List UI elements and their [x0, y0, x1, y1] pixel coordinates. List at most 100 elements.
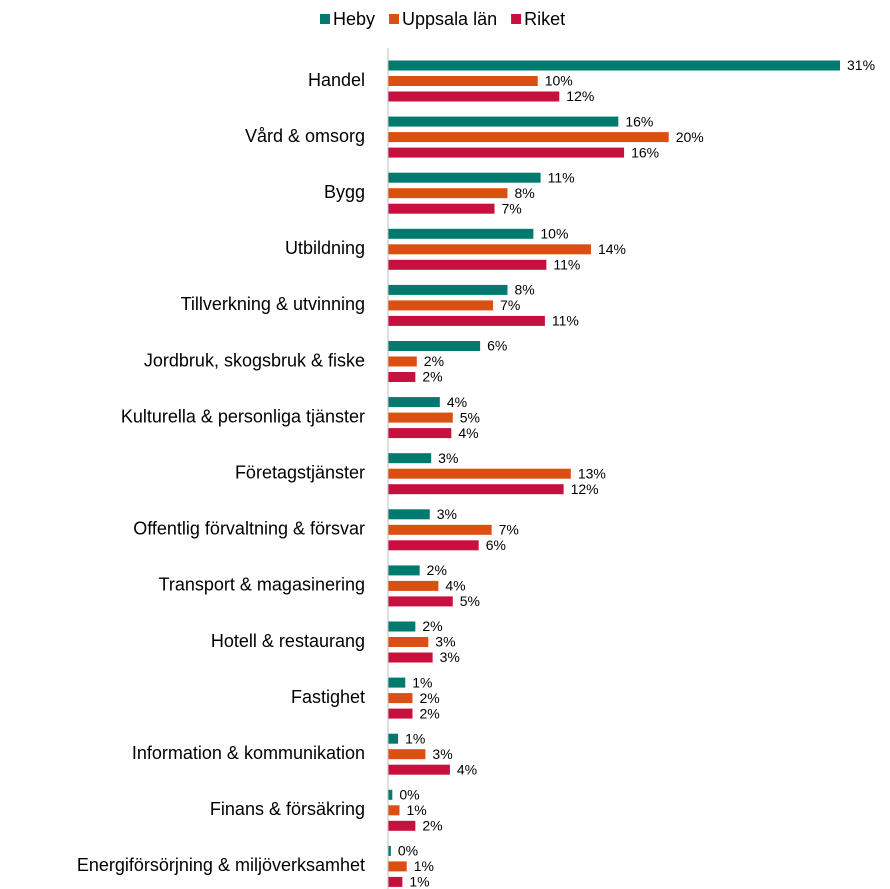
- bar: [388, 132, 669, 143]
- value-label: 2%: [419, 690, 439, 706]
- bar: [388, 244, 591, 255]
- bar: [388, 397, 440, 408]
- category-label: Bygg: [324, 182, 365, 202]
- bar: [388, 60, 840, 71]
- category-label: Energiförsörjning & miljöverksamhet: [77, 855, 365, 875]
- value-label: 8%: [514, 185, 534, 201]
- bar: [388, 789, 393, 800]
- value-label: 2%: [422, 369, 442, 385]
- value-label: 5%: [460, 593, 480, 609]
- bar: [388, 637, 429, 647]
- value-label: 3%: [440, 649, 460, 665]
- category-label: Vård & omsorg: [245, 126, 365, 146]
- value-label: 1%: [405, 730, 425, 746]
- bar: [388, 509, 430, 520]
- bar: [388, 91, 560, 102]
- value-label: 1%: [409, 874, 429, 889]
- value-label: 16%: [631, 144, 659, 160]
- category-label: Kulturella & personliga tjänster: [121, 406, 365, 426]
- category-label: Information & kommunikation: [132, 743, 365, 763]
- bar: [388, 228, 534, 239]
- bar: [388, 565, 420, 576]
- legend-swatch: [320, 14, 330, 24]
- bar: [388, 315, 545, 326]
- bar: [388, 188, 508, 199]
- value-label: 11%: [548, 169, 575, 185]
- bar: [388, 203, 495, 214]
- value-label: 10%: [545, 73, 573, 89]
- value-label: 31%: [847, 57, 875, 73]
- bar: [388, 484, 564, 495]
- value-label: 11%: [553, 257, 580, 273]
- bar: [388, 733, 399, 744]
- category-label: Tillverkning & utvinning: [181, 294, 365, 314]
- bar: [388, 412, 453, 423]
- bar: [388, 259, 547, 270]
- bar: [388, 468, 571, 479]
- legend-label: Uppsala län: [402, 9, 497, 29]
- bar: [388, 580, 439, 591]
- bar: [388, 524, 492, 535]
- legend-swatch: [511, 14, 522, 24]
- value-label: 3%: [437, 506, 457, 522]
- value-label: 0%: [398, 843, 418, 859]
- category-label: Jordbruk, skogsbruk & fiske: [144, 350, 365, 370]
- value-label: 1%: [412, 674, 432, 690]
- value-label: 1%: [414, 858, 434, 874]
- value-label: 7%: [499, 522, 519, 538]
- category-label: Företagstjänster: [235, 462, 365, 482]
- bar: [388, 749, 426, 760]
- value-label: 5%: [460, 409, 480, 425]
- bar: [388, 147, 625, 158]
- value-label: 2%: [422, 618, 442, 634]
- bar: [388, 820, 416, 831]
- bar: [388, 540, 479, 551]
- value-label: 12%: [566, 88, 594, 104]
- bar: [388, 453, 432, 464]
- value-label: 7%: [502, 200, 522, 216]
- category-label: Finans & försäkring: [210, 799, 365, 819]
- value-label: 16%: [625, 113, 653, 129]
- value-label: 3%: [438, 450, 458, 466]
- category-label: Utbildning: [285, 238, 365, 258]
- legend-label: Heby: [333, 9, 375, 29]
- bar: [388, 764, 450, 775]
- value-label: 11%: [552, 313, 579, 329]
- value-label: 2%: [424, 353, 444, 369]
- bar: [388, 172, 541, 183]
- bar: [388, 693, 413, 704]
- value-label: 2%: [427, 562, 447, 578]
- value-label: 12%: [571, 481, 599, 497]
- value-label: 0%: [399, 787, 419, 803]
- value-label: 10%: [540, 226, 568, 242]
- bar: [388, 805, 400, 816]
- value-label: 4%: [447, 394, 467, 410]
- bar: [388, 861, 407, 872]
- bar: [388, 596, 453, 607]
- bar: [388, 708, 413, 719]
- bar: [388, 621, 416, 632]
- value-label: 8%: [514, 282, 534, 298]
- bar: [388, 300, 494, 311]
- bar: [388, 876, 403, 887]
- value-label: 6%: [487, 338, 507, 354]
- value-label: 6%: [486, 537, 506, 553]
- bar: [388, 356, 417, 367]
- value-label: 4%: [445, 578, 465, 594]
- value-label: 14%: [598, 241, 626, 257]
- bar: [388, 845, 391, 856]
- bar: [388, 116, 619, 127]
- value-label: 2%: [422, 818, 442, 834]
- value-label: 7%: [500, 297, 520, 313]
- value-label: 13%: [578, 465, 606, 481]
- legend-label: Riket: [524, 9, 565, 29]
- value-label: 1%: [407, 802, 427, 818]
- bar: [388, 76, 538, 86]
- value-label: 2%: [419, 705, 439, 721]
- category-label: Transport & magasinering: [159, 575, 365, 595]
- bar: [388, 677, 406, 688]
- value-label: 4%: [458, 425, 478, 441]
- bar: [388, 652, 433, 663]
- category-label: Offentlig förvaltning & försvar: [133, 519, 365, 539]
